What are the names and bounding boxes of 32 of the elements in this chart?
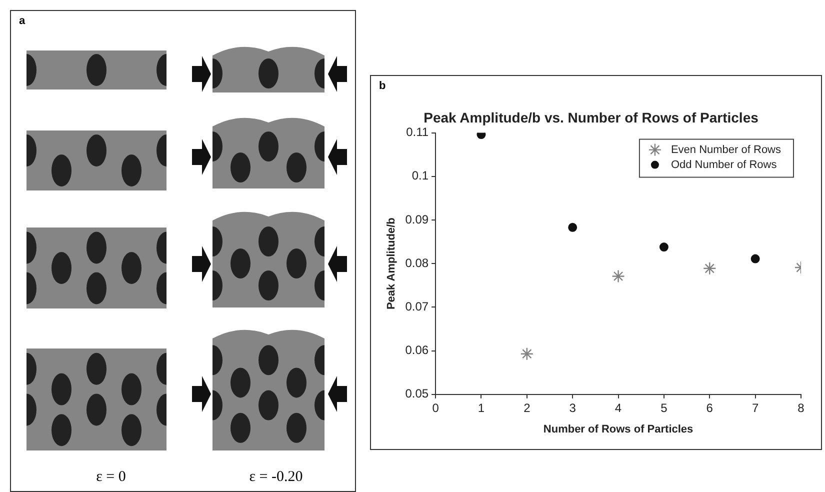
text: ε = 0 bbox=[95, 469, 127, 486]
text: b bbox=[379, 80, 386, 92]
y-tick-label: 0.1 bbox=[412, 168, 429, 183]
x-tick-label: 6 bbox=[706, 400, 714, 415]
point bbox=[520, 347, 534, 360]
point bbox=[568, 222, 578, 232]
y-tick-label: 0.11 bbox=[406, 125, 429, 140]
legend-label: Even Number of Rows bbox=[670, 144, 782, 156]
x-tick-label: 8 bbox=[798, 400, 805, 415]
y-tick-label: 0.09 bbox=[405, 212, 429, 226]
x-tick-label: 1 bbox=[478, 400, 485, 415]
x-tick-label: 0 bbox=[432, 400, 440, 415]
point bbox=[750, 254, 760, 264]
x-tick-label: 3 bbox=[569, 400, 576, 415]
x-tick-label: 4 bbox=[614, 400, 622, 415]
point bbox=[476, 132, 486, 140]
legend-label: Odd Number of Rows bbox=[670, 158, 778, 171]
y-tick-label: 0.07 bbox=[405, 300, 429, 314]
point bbox=[612, 270, 625, 283]
x-tick-label: 2 bbox=[524, 400, 531, 415]
text: a bbox=[19, 15, 26, 27]
text: ε = -0.20 bbox=[248, 469, 304, 486]
point bbox=[703, 262, 716, 275]
y-tick-label: 0.05 bbox=[405, 386, 429, 401]
x-tick-label: 5 bbox=[660, 400, 668, 415]
x-tick-label: 7 bbox=[752, 400, 759, 415]
chart-title: Peak Amplitude/b vs. Number of Rows of Particles bbox=[424, 109, 759, 126]
point bbox=[659, 242, 668, 252]
x-axis-title: Number of Rows of Particles bbox=[543, 423, 694, 436]
y-tick-label: 0.06 bbox=[405, 343, 429, 358]
y-axis-title: Peak Amplitude/b bbox=[386, 217, 398, 310]
y-tick-label: 0.08 bbox=[405, 256, 429, 270]
